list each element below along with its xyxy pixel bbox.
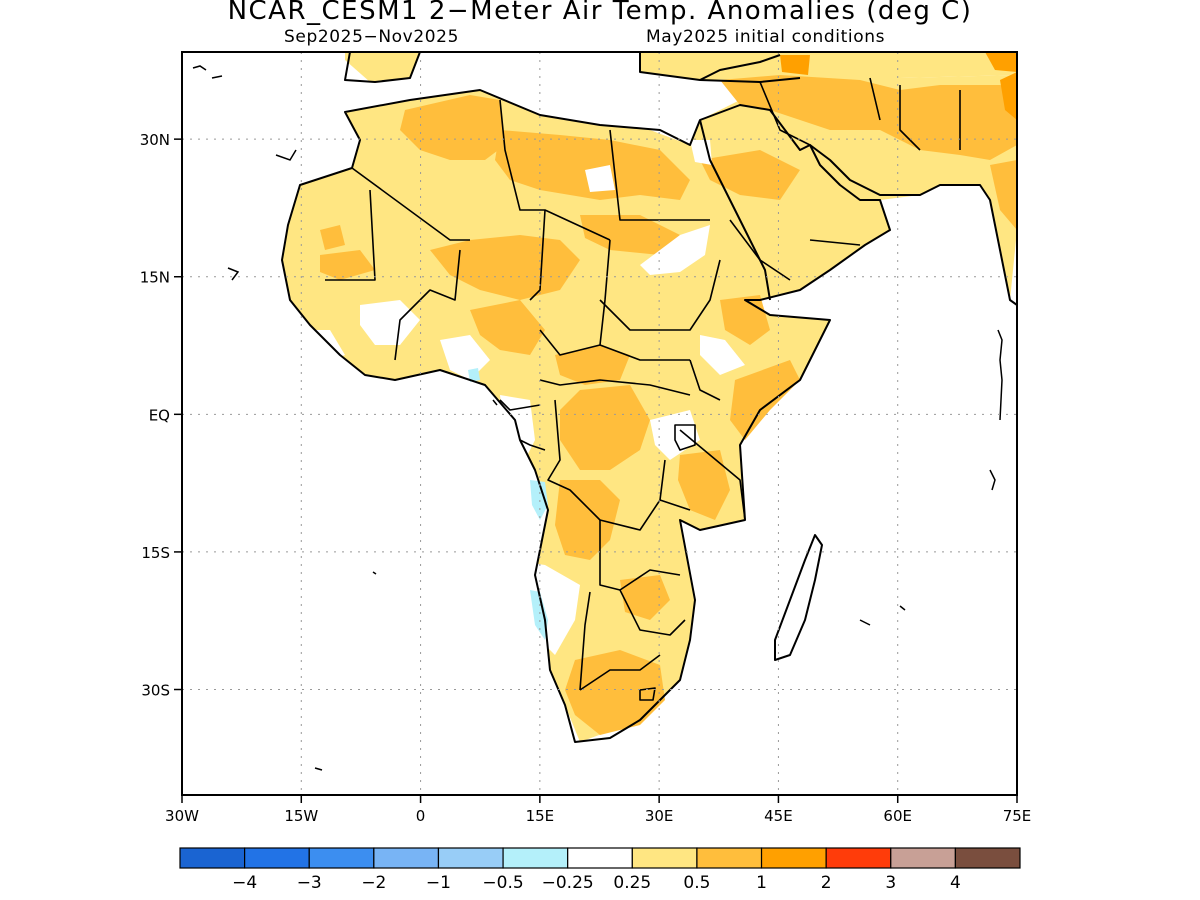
colorbar-label: −3 (297, 873, 322, 893)
colorbar-swatch (954, 847, 1021, 869)
colorbar-label: 0.5 (683, 873, 710, 893)
x-tick-label: 30W (165, 807, 199, 825)
y-tick-label: 30N (140, 131, 170, 149)
colorbar-label: 3 (885, 873, 896, 893)
x-tick-label: 60E (883, 807, 912, 825)
colorbar-swatch (308, 847, 375, 869)
initial-conditions-label: May2025 initial conditions (646, 27, 886, 47)
gridlines (182, 52, 1017, 795)
forecast-period: Sep2025−Nov2025 (284, 27, 459, 47)
colorbar-swatch (244, 847, 310, 869)
y-tick-label: 15S (141, 544, 170, 562)
colorbar-swatch (502, 847, 569, 869)
colorbar-swatch (437, 847, 504, 869)
colorbar-label: −4 (232, 873, 257, 893)
latitude-axis: 30N 15N EQ 15S 30S (140, 131, 182, 700)
colorbar-label: −0.5 (482, 873, 523, 893)
coastlines (281, 52, 1017, 743)
colorbar-swatch (760, 847, 827, 869)
y-tick-label: 15N (140, 269, 170, 287)
longitude-axis: 30W 15W 0 15E 30E 45E 60E 75E (165, 795, 1031, 825)
colorbar-label: −0.25 (542, 873, 594, 893)
colorbar-swatch (825, 847, 892, 869)
anomaly-shading-cool (468, 368, 548, 640)
colorbar-swatch (179, 847, 246, 869)
colorbar-swatch (696, 847, 763, 869)
map-title: NCAR_CESM1 2−Meter Air Temp. Anomalies (… (227, 0, 973, 26)
x-tick-label: 15E (526, 807, 555, 825)
islands (192, 65, 1003, 771)
colorbar-swatch (631, 847, 698, 869)
colorbar-label: 0.25 (613, 873, 651, 893)
colorbar: −4 −3 −2 −1 −0.5 −0.25 0.25 0.5 1 2 3 4 (179, 847, 1021, 893)
x-tick-label: 75E (1003, 807, 1032, 825)
y-tick-label: EQ (149, 406, 170, 424)
colorbar-swatch (567, 847, 633, 869)
x-tick-label: 30E (645, 807, 674, 825)
x-tick-label: 45E (764, 807, 793, 825)
colorbar-label: 1 (756, 873, 767, 893)
country-borders (325, 77, 961, 701)
y-tick-label: 30S (141, 682, 170, 700)
colorbar-label: −2 (361, 873, 386, 893)
map-frame (181, 51, 1018, 796)
colorbar-label: 2 (821, 873, 832, 893)
colorbar-swatch (373, 847, 440, 869)
x-tick-label: 15W (284, 807, 318, 825)
x-tick-label: 0 (416, 807, 426, 825)
colorbar-label: 4 (950, 873, 961, 893)
colorbar-swatch (890, 847, 956, 869)
anomaly-shading-strong (780, 52, 1017, 120)
colorbar-label: −1 (426, 873, 451, 893)
